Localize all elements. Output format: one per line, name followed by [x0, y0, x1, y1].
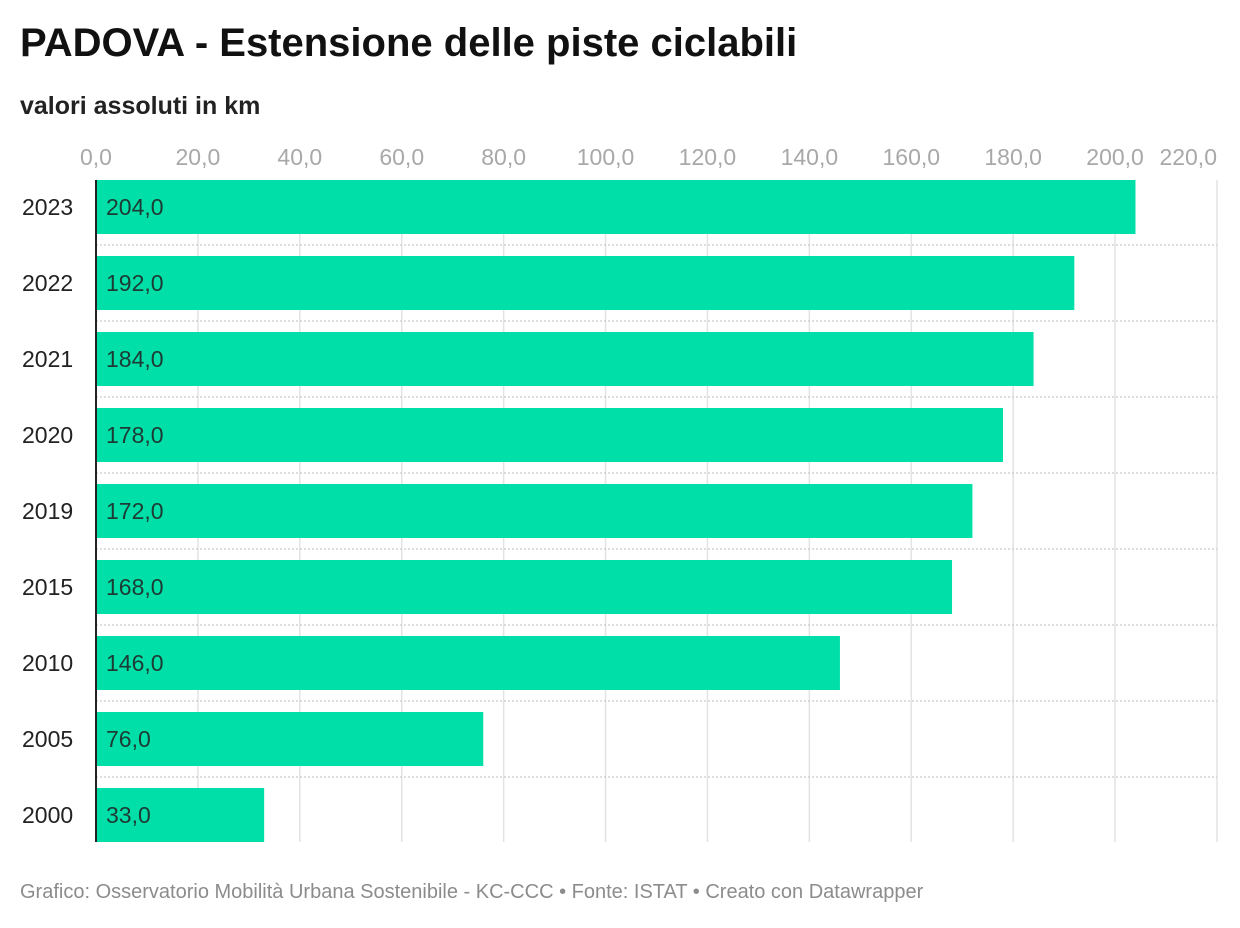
category-label-2005: 2005 — [22, 726, 73, 752]
value-label-2019: 172,0 — [106, 498, 164, 524]
value-label-2022: 192,0 — [106, 270, 164, 296]
category-label-2010: 2010 — [22, 650, 73, 676]
category-label-2022: 2022 — [22, 270, 73, 296]
x-tick-label: 120,0 — [679, 144, 737, 170]
bar-2015 — [96, 560, 953, 614]
x-tick-label: 60,0 — [379, 144, 424, 170]
category-label-2019: 2019 — [22, 498, 73, 524]
value-label-2010: 146,0 — [106, 650, 164, 676]
category-label-2021: 2021 — [22, 346, 73, 372]
bar-2005 — [96, 712, 484, 766]
bar-2000 — [96, 788, 265, 842]
bar-chart: 0,0 20,0 40,0 60,0 80,0 100,0 120,0 140,0 160,0 1… — [22, 144, 1218, 842]
bar-2010 — [96, 636, 840, 690]
bar-2022 — [96, 256, 1075, 310]
x-tick-label: 80,0 — [481, 144, 526, 170]
bar-2019 — [96, 484, 973, 538]
value-label-2000: 33,0 — [106, 802, 151, 828]
category-label-2000: 2000 — [22, 802, 73, 828]
x-tick-label: 160,0 — [882, 144, 940, 170]
value-label-2015: 168,0 — [106, 574, 164, 600]
value-label-2023: 204,0 — [106, 194, 164, 220]
x-tick-label: 180,0 — [984, 144, 1042, 170]
x-tick-label: 140,0 — [781, 144, 839, 170]
chart-subtitle: valori assoluti in km — [20, 92, 261, 120]
chart-footer-credits: Grafico: Osservatorio Mobilità Urbana So… — [20, 881, 924, 903]
value-label-2020: 178,0 — [106, 422, 164, 448]
bar-2021 — [96, 332, 1034, 386]
category-label-2015: 2015 — [22, 574, 73, 600]
chart-title: PADOVA - Estensione delle piste ciclabil… — [20, 21, 798, 65]
x-tick-label: 200,0 — [1086, 144, 1144, 170]
x-tick-label: 100,0 — [577, 144, 635, 170]
value-label-2005: 76,0 — [106, 726, 151, 752]
x-tick-label: 0,0 — [80, 144, 112, 170]
value-label-2021: 184,0 — [106, 346, 164, 372]
x-tick-label: 40,0 — [277, 144, 322, 170]
x-tick-label: 220,0 — [1159, 144, 1217, 170]
category-label-2020: 2020 — [22, 422, 73, 448]
category-label-2023: 2023 — [22, 194, 73, 220]
bar-2023 — [96, 180, 1136, 234]
bar-2020 — [96, 408, 1003, 462]
x-tick-label: 20,0 — [176, 144, 221, 170]
